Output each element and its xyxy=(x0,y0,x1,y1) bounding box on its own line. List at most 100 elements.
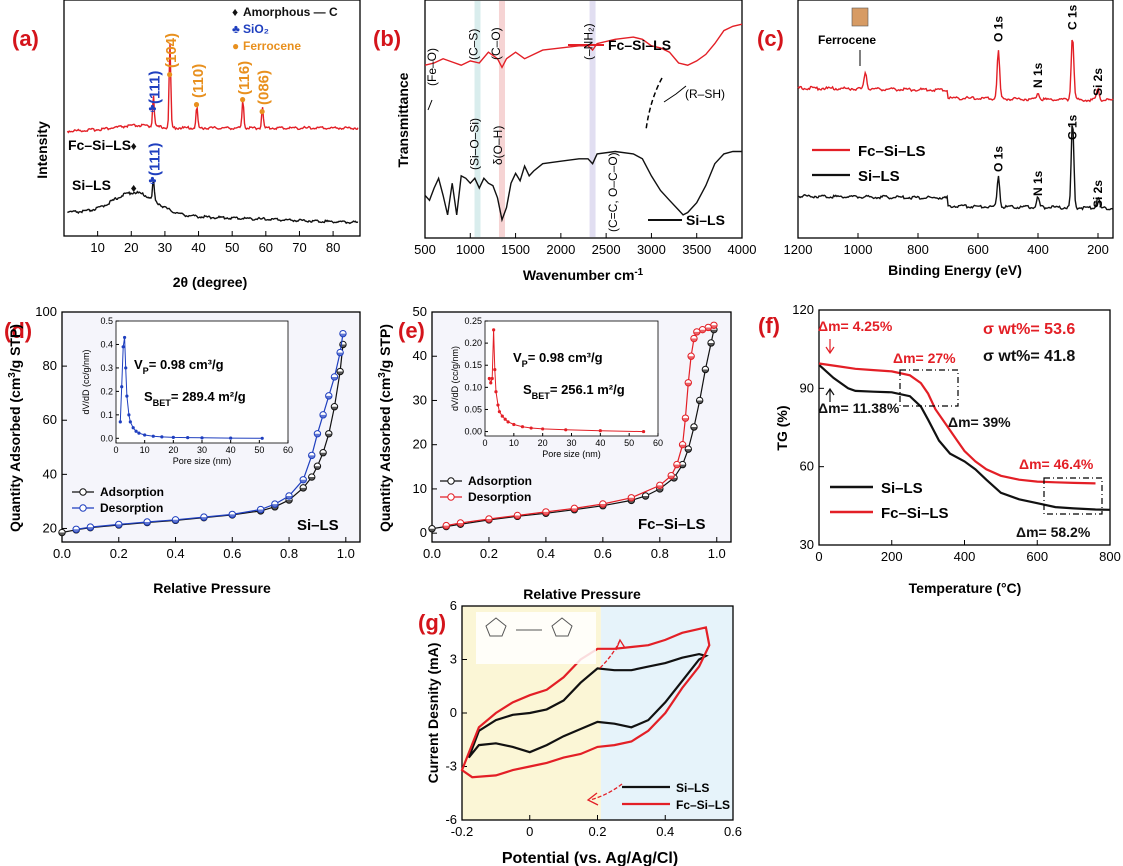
plot-frame xyxy=(431,311,732,543)
legend-label-fc-si-ls: Fc–Si–LS xyxy=(608,37,671,53)
y-tick-label: 60 xyxy=(800,459,814,474)
inset-y-tick-label: 0.00 xyxy=(464,427,482,437)
data-point-fill xyxy=(628,497,635,501)
legend-label-si-ls: Si–LS xyxy=(686,212,725,228)
mass-loss-label: Δm= 11.38% xyxy=(818,400,900,416)
inset-x-tick-label: 30 xyxy=(566,438,576,448)
data-point-fill xyxy=(325,433,332,437)
data-point-fill xyxy=(285,496,293,500)
x-axis-title: 2θ (degree) xyxy=(173,274,247,290)
dashed-link xyxy=(645,77,663,131)
inset-y-label: dV/dD (cc/g/nm) xyxy=(450,346,460,411)
inset-x-tick-label: 20 xyxy=(538,438,548,448)
data-point-fill xyxy=(300,487,307,492)
x-axis-title: Relative Pressure xyxy=(523,586,641,602)
data-point-fill xyxy=(710,329,718,333)
x-tick-label: 600 xyxy=(1026,549,1048,564)
mass-loss-label: Δm= 4.25% xyxy=(818,318,893,334)
data-point-fill xyxy=(319,452,327,456)
arrow-head xyxy=(615,638,626,651)
ferrocenium-ring-icon xyxy=(551,617,573,637)
legend-label: Desorption xyxy=(468,490,531,504)
x-tick-label: 1.0 xyxy=(337,546,355,561)
annotation-o1s: O 1s xyxy=(991,146,1005,172)
arrow-head xyxy=(586,792,599,806)
data-point-fill xyxy=(443,525,450,529)
x-tick-label: 3000 xyxy=(637,242,666,257)
x-axis-title: Potential (vs. Ag/Ag/Cl) xyxy=(502,850,678,866)
x-tick-label: 800 xyxy=(907,242,929,257)
inset-point xyxy=(125,394,129,398)
inset-point xyxy=(489,381,493,385)
ferrocene-molecule-icon xyxy=(851,7,869,27)
arrow-down xyxy=(825,339,835,355)
plot-frame xyxy=(63,0,361,237)
x-tick-label: 0.8 xyxy=(651,546,669,561)
y-tick-label: -6 xyxy=(445,812,457,827)
x-tick-label: 40 xyxy=(191,240,205,255)
data-point-fill xyxy=(72,529,80,533)
legend-label-si-ls: Si–LS xyxy=(881,480,923,497)
y-axis-title: TG (%) xyxy=(774,405,790,450)
marker-ferrocene: ● xyxy=(193,97,200,111)
plot-frame xyxy=(797,0,1114,239)
data-point-fill xyxy=(314,433,321,437)
zoom-box xyxy=(1043,477,1103,515)
data-point-fill xyxy=(308,455,315,459)
x-tick-label: 0.6 xyxy=(724,824,742,839)
inset-point xyxy=(487,376,491,381)
band-label: δ(O–H) xyxy=(491,126,505,165)
legend-symbol-ferrocene: ● xyxy=(232,39,239,53)
x-tick-label: 0.8 xyxy=(280,546,298,561)
plot-frame xyxy=(61,311,361,543)
potential-region xyxy=(600,606,733,820)
marker-ferrocene: ● xyxy=(258,104,265,118)
data-point-fill xyxy=(707,342,715,347)
legend-symbol-amorphous: ♦ xyxy=(232,5,238,19)
x-tick-label: 1000 xyxy=(456,242,485,257)
series-line-si-ls xyxy=(797,125,1114,211)
inset-y-tick-label: 0.15 xyxy=(464,360,482,370)
y-axis-title: Transmittance xyxy=(395,72,411,167)
data-point-fill xyxy=(687,356,695,360)
data-point-fill xyxy=(656,488,664,493)
mass-loss-label: σ wt%= 53.6 xyxy=(983,321,1075,338)
inset-y-tick-label: 0.2 xyxy=(100,386,113,396)
data-point-fill xyxy=(457,522,464,527)
annotation-n1s: N 1s xyxy=(1031,62,1045,88)
x-tick-label: 70 xyxy=(292,240,306,255)
legend-marker xyxy=(79,488,87,496)
y-tick-label: 6 xyxy=(450,598,457,613)
data-point-fill xyxy=(690,338,698,342)
inset-point xyxy=(134,429,138,433)
inset-x-tick-label: 60 xyxy=(283,445,293,455)
marker-ferrocene: ● xyxy=(239,92,246,106)
data-point-fill xyxy=(331,376,338,381)
y-tick-label: 50 xyxy=(413,304,427,319)
data-point-fill xyxy=(58,532,66,536)
band-label: (Fe–O) xyxy=(425,48,439,86)
inset-point xyxy=(200,436,204,440)
panel-label-d: (d) xyxy=(4,318,32,343)
panel-label-g: (g) xyxy=(418,610,446,635)
inset-x-tick-label: 20 xyxy=(168,445,178,455)
data-point-fill xyxy=(693,331,701,336)
marker-ferrocene: ● xyxy=(166,67,173,81)
x-tick-label: 0.0 xyxy=(53,546,71,561)
data-point-fill xyxy=(682,418,689,422)
y-axis-title: Current Desnity (mA) xyxy=(425,643,441,784)
y-tick-label: 0 xyxy=(450,705,457,720)
data-point-fill xyxy=(331,406,338,410)
data-point-fill xyxy=(325,395,332,400)
data-point-fill xyxy=(485,519,493,523)
x-tick-label: 2500 xyxy=(592,242,621,257)
annotation-o1s: O 1s xyxy=(991,16,1005,42)
scan-direction-arrow xyxy=(589,783,623,801)
inset-y-tick-label: 0.4 xyxy=(100,339,113,349)
inset-point xyxy=(123,335,127,340)
data-point-fill xyxy=(319,414,327,419)
y-tick-label: 0 xyxy=(420,525,427,540)
mass-loss-label: Δm= 39% xyxy=(948,414,1011,430)
y-tick-label: 100 xyxy=(35,304,57,319)
pore-volume-text: VP= 0.98 cm³/g xyxy=(134,357,224,376)
